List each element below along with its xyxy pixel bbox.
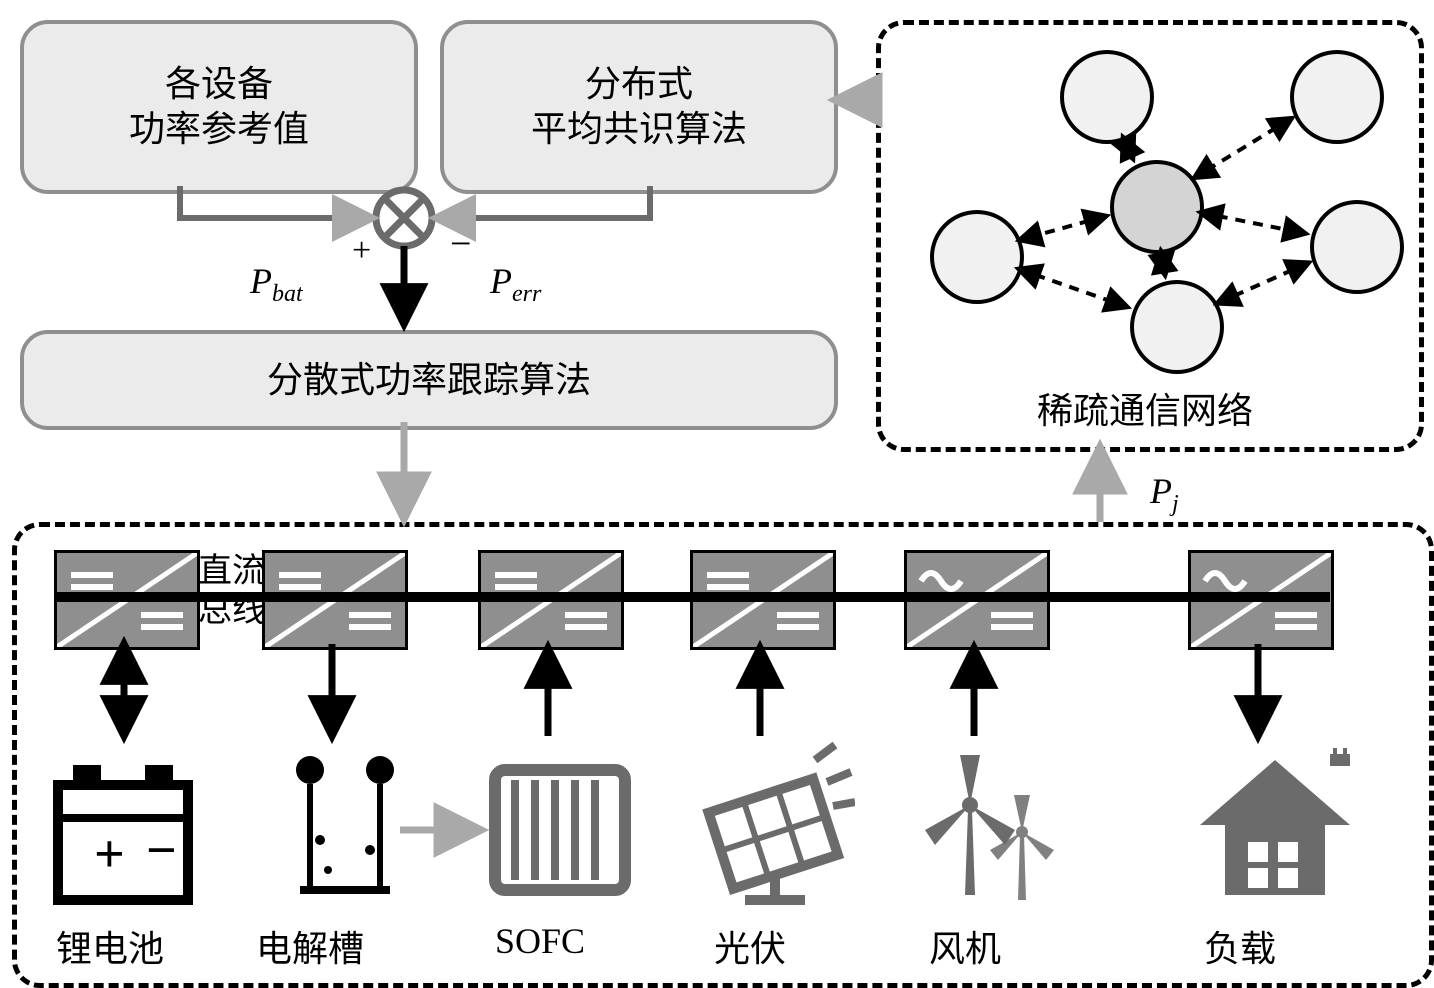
network-node-1 [1290,50,1384,144]
bus-label: 直流总线 [198,552,266,630]
electrolyzer-icon [270,740,420,910]
box-power-tracking: 分散式功率跟踪算法 [20,330,838,430]
device-label-pv: 光伏 [670,920,830,972]
text: 功率参考值 [129,109,309,149]
converter-5 [1188,550,1334,650]
converter-2 [478,550,624,650]
wind-icon [910,740,1070,910]
symbol-p-bat: Pbat [250,260,303,308]
sofc-icon [480,740,640,910]
network-node-3 [930,210,1024,304]
load-icon [1190,740,1360,910]
converter-0 [54,550,200,650]
device-label-load: 负载 [1160,920,1320,972]
symbol-p-j: Pj [1150,470,1179,518]
pv-icon [685,740,855,910]
network-node-2 [1110,160,1204,254]
network-node-5 [1130,280,1224,374]
text: 分散式功率跟踪算法 [267,358,591,403]
network-node-4 [1310,200,1404,294]
box-device-power-ref: 各设备功率参考值 [20,20,418,194]
converter-4 [904,550,1050,650]
text: 分布式 [585,64,693,104]
minus-sign: − [450,222,471,266]
device-label-sofc: SOFC [460,920,620,962]
symbol-p-err: Perr [490,260,541,308]
svg-text:−: − [146,820,177,880]
device-label-wind: 风机 [885,920,1045,972]
plus-sign: + [352,232,371,270]
device-label-battery: 锂电池 [30,920,190,972]
device-label-electrolyzer: 电解槽 [230,920,390,972]
text: 平均共识算法 [531,109,747,149]
network-label: 稀疏通信网络 [936,382,1354,434]
text: 各设备 [165,64,273,104]
svg-text:+: + [94,824,125,884]
network-node-0 [1060,50,1154,144]
converter-3 [690,550,836,650]
converter-1 [262,550,408,650]
battery-icon: +− [48,740,198,910]
box-consensus-algorithm: 分布式平均共识算法 [440,20,838,194]
